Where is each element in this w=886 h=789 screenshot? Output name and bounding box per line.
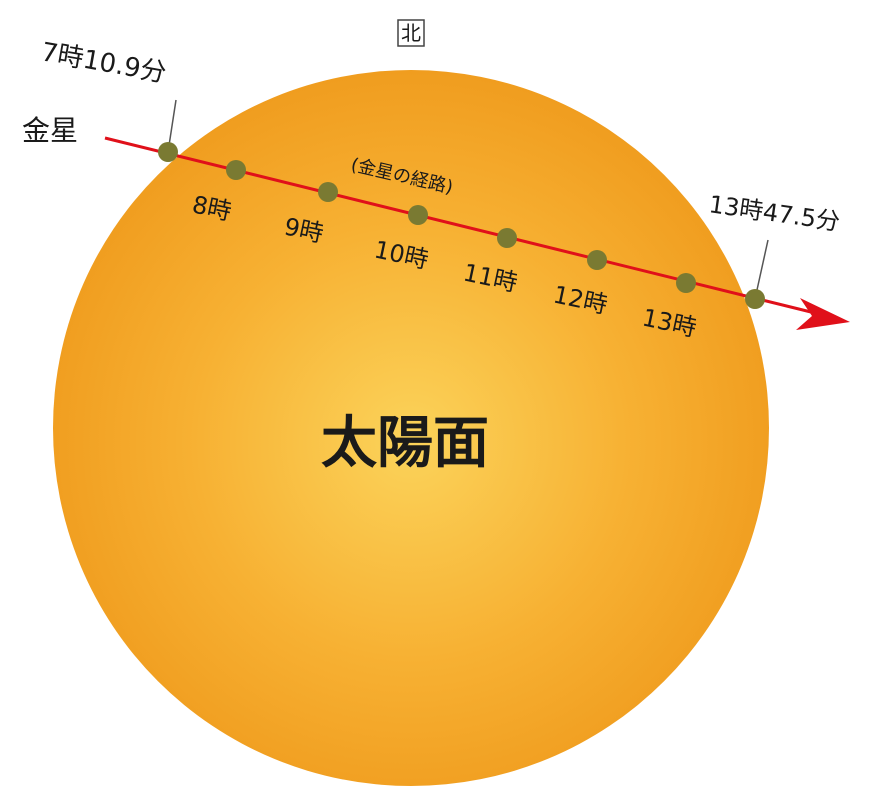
position-dot <box>497 228 517 248</box>
sun-disk <box>53 70 769 786</box>
start-time-label: 7時10.9分 <box>39 37 169 88</box>
position-dot <box>226 160 246 180</box>
venus-label: 金星 <box>22 114 78 147</box>
path-arrow <box>796 298 850 330</box>
north-label: 北 <box>401 21 421 45</box>
dots <box>158 142 765 309</box>
position-dot <box>587 250 607 270</box>
position-dot <box>676 273 696 293</box>
position-dot <box>745 289 765 309</box>
position-dot <box>158 142 178 162</box>
sun-label: 太陽面 <box>321 411 489 476</box>
venus-path <box>104 136 816 315</box>
position-dot <box>408 205 428 225</box>
leader-line <box>754 239 769 300</box>
end-time-label: 13時47.5分 <box>707 190 842 236</box>
position-dot <box>318 182 338 202</box>
north-box <box>397 19 425 47</box>
